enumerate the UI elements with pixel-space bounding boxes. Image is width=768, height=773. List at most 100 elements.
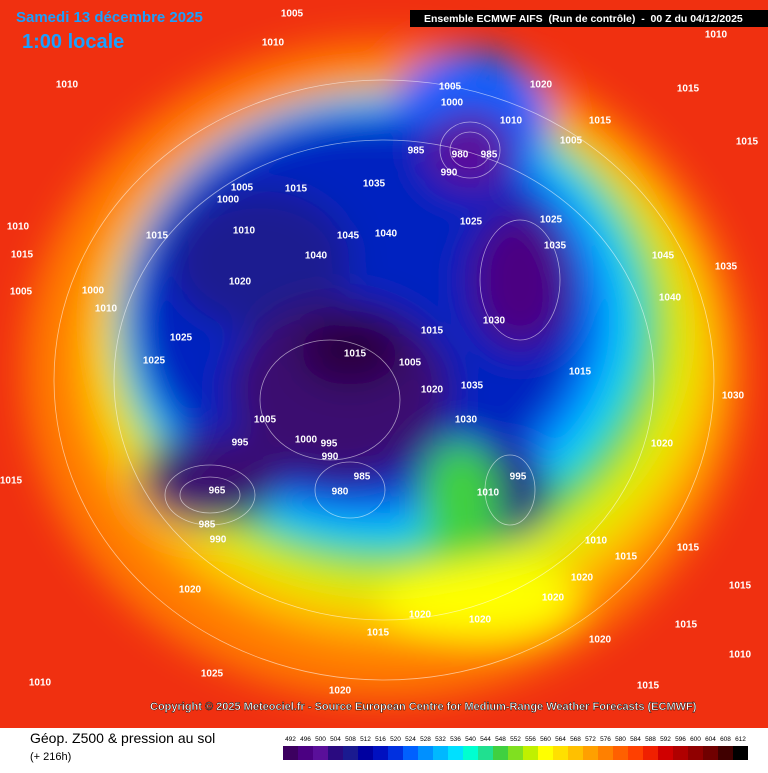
isobar-label: 1010: [500, 116, 523, 127]
isobar-label: 1020: [179, 585, 202, 596]
colorbar-swatch: [583, 746, 598, 760]
isobar-label: 1000: [217, 195, 240, 206]
isobar-label: 1020: [409, 610, 432, 621]
isobar-label: 1010: [705, 30, 728, 41]
colorbar-swatch: [658, 746, 673, 760]
isobar-label: 1020: [651, 439, 674, 450]
colorbar-swatch: [343, 746, 358, 760]
colorbar-label: 544: [480, 736, 491, 743]
z500-field: [0, 0, 768, 728]
isobar-label: 1025: [170, 333, 193, 344]
colorbar-swatch: [673, 746, 688, 760]
colorbar-label: 548: [495, 736, 506, 743]
isobar-label: 1025: [143, 356, 166, 367]
colorbar-label: 604: [705, 736, 716, 743]
colorbar-swatch: [628, 746, 643, 760]
colorbar-label: 572: [585, 736, 596, 743]
isobar-label: 1015: [146, 231, 169, 242]
isobar-label: 1020: [530, 80, 553, 91]
isobar-label: 1005: [231, 183, 254, 194]
isobar-label: 1010: [477, 488, 500, 499]
footer-lead: (+ 216h): [30, 751, 71, 763]
isobar-label: 1025: [460, 217, 483, 228]
colorbar-swatch: [643, 746, 658, 760]
colorbar-label: 608: [720, 736, 731, 743]
isobar-label: 1035: [715, 262, 738, 273]
run-info: Ensemble ECMWF AIFS (Run de contrôle) - …: [424, 13, 743, 25]
isobar-label: 1005: [254, 415, 277, 426]
isobar-label: 1010: [262, 38, 285, 49]
colorbar-label: 512: [360, 736, 371, 743]
isobar-label: 1020: [469, 615, 492, 626]
colorbar-label: 584: [630, 736, 641, 743]
isobar-label: 1020: [421, 385, 444, 396]
isobar-label: 1015: [729, 581, 752, 592]
colorbar-label: 516: [375, 736, 386, 743]
colorbar-label: 496: [300, 736, 311, 743]
colorbar-swatch: [493, 746, 508, 760]
colorbar-swatch: [568, 746, 583, 760]
colorbar-swatch: [358, 746, 373, 760]
isobar-label: 1015: [736, 137, 759, 148]
isobar-label: 995: [232, 438, 249, 449]
isobar-label: 985: [408, 146, 425, 157]
isobar-label: 990: [210, 535, 227, 546]
colorbar-label: 500: [315, 736, 326, 743]
isobar-label: 1035: [544, 241, 567, 252]
colorbar-swatch: [388, 746, 403, 760]
isobar-label: 1015: [11, 250, 34, 261]
isobar-label: 1045: [337, 231, 360, 242]
isobar-label: 1040: [305, 251, 328, 262]
isobar-label: 1000: [441, 98, 464, 109]
copyright: Copyright © 2025 Meteociel.fr - Source E…: [150, 701, 697, 713]
colorbar-label: 524: [405, 736, 416, 743]
isobar-labels: 1005101010101010101510151020100510001010…: [0, 9, 759, 697]
colorbar-label: 596: [675, 736, 686, 743]
colorbar-label: 612: [735, 736, 746, 743]
isobar-label: 990: [441, 168, 458, 179]
colorbar-swatch: [298, 746, 313, 760]
colorbar-swatch: [313, 746, 328, 760]
isobar-label: 1030: [483, 316, 506, 327]
isobar-label: 1045: [652, 251, 675, 262]
colorbar: 492 496 500 504 508 512 516 520 524 528 532 536 540 5…: [283, 736, 748, 760]
colorbar-swatch: [418, 746, 433, 760]
colorbar-swatch: [733, 746, 748, 760]
isobar-label: 1015: [0, 476, 23, 487]
colorbar-label: 504: [330, 736, 341, 743]
colorbar-swatch: [613, 746, 628, 760]
isobar-label: 965: [209, 486, 226, 497]
isobar-label: 1010: [56, 80, 79, 91]
colorbar-swatch: [463, 746, 478, 760]
colorbar-label: 556: [525, 736, 536, 743]
colorbar-swatch: [433, 746, 448, 760]
isobar-label: 1020: [229, 277, 252, 288]
isobar-label: 1015: [367, 628, 390, 639]
isobar-label: 1020: [329, 686, 352, 697]
isobar-label: 1015: [677, 84, 700, 95]
isobar-label: 1010: [29, 678, 52, 689]
colorbar-swatch: [448, 746, 463, 760]
isobar-label: 1030: [722, 391, 745, 402]
isobar-label: 1020: [589, 635, 612, 646]
colorbar-swatch: [328, 746, 343, 760]
isobar-label: 1005: [399, 358, 422, 369]
isobar-label: 1000: [82, 286, 105, 297]
isobar-label: 1015: [344, 349, 367, 360]
colorbar-swatch: [688, 746, 703, 760]
colorbar-swatch: [538, 746, 553, 760]
isobar-label: 1020: [571, 573, 594, 584]
colorbar-label: 520: [390, 736, 401, 743]
colorbar-label: 508: [345, 736, 356, 743]
forecast-time: 1:00 locale: [22, 31, 124, 53]
colorbar-swatch: [598, 746, 613, 760]
isobar-label: 1005: [560, 136, 583, 147]
colorbar-swatch: [403, 746, 418, 760]
run-box: [410, 10, 768, 27]
isobar-label: 1015: [677, 543, 700, 554]
isobar-label: 985: [199, 520, 216, 531]
isobar-label: 980: [332, 487, 349, 498]
isobar-label: 1005: [281, 9, 304, 20]
isobar-label: 1025: [540, 215, 563, 226]
